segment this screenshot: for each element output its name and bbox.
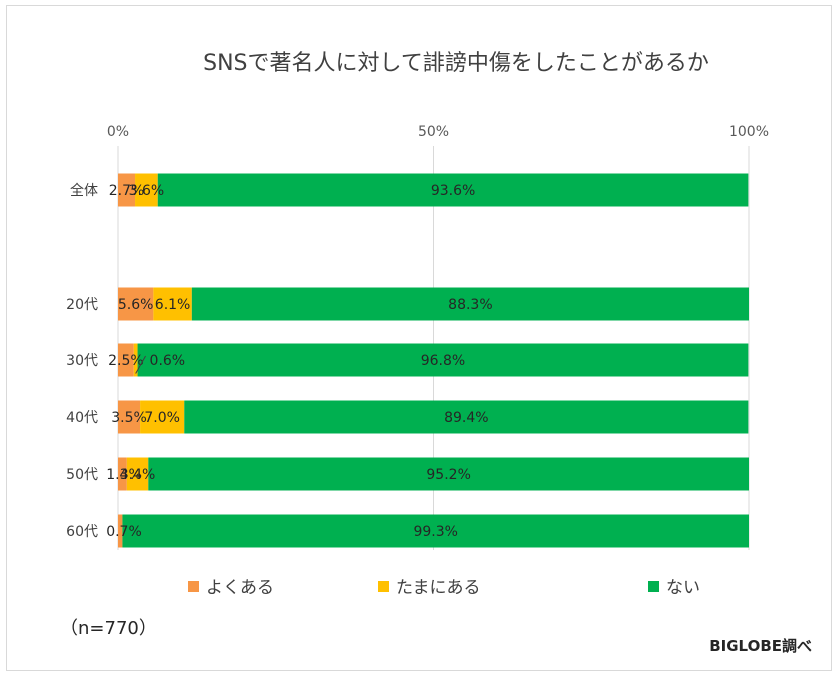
chart-title: SNSで著名人に対して誹謗中傷をしたことがあるか — [203, 51, 709, 76]
bar-segment — [118, 457, 127, 491]
category-label: 30代 — [66, 353, 98, 369]
category-label: 60代 — [66, 524, 98, 540]
legend-item: たまにある — [378, 578, 481, 598]
x-tick-label: 0% — [107, 124, 129, 140]
bar-segment — [118, 287, 154, 321]
bar-segment — [140, 400, 185, 434]
data-label: 96.8% — [421, 353, 465, 369]
data-label: 99.3% — [413, 524, 457, 540]
legend-item: よくある — [188, 578, 274, 598]
legend-label: たまにある — [396, 578, 481, 598]
bar-segment — [118, 343, 134, 377]
data-label: 0.7% — [106, 524, 142, 540]
category-labels: 全体 20代 30代 40代 50代 60代 — [66, 182, 98, 540]
data-label: 88.3% — [448, 297, 492, 313]
bar-segment — [148, 457, 750, 491]
category-label: 50代 — [66, 467, 98, 483]
data-label: 1.4% — [106, 467, 142, 483]
bars — [118, 173, 750, 548]
bar-segment — [133, 343, 138, 377]
data-label: 3.6% — [129, 183, 165, 199]
bar-segment — [126, 457, 149, 491]
bar-segment — [137, 343, 749, 377]
data-label: 5.6% — [118, 297, 154, 313]
data-label: 6.1% — [155, 297, 191, 313]
data-label: 3.4% — [120, 467, 156, 483]
bar-segment — [122, 514, 750, 548]
legend-swatch — [188, 581, 199, 592]
bar-segment — [118, 514, 123, 548]
bar-segment — [184, 400, 749, 434]
source-credit: BIGLOBE調べ — [709, 637, 812, 655]
legend-swatch — [648, 581, 659, 592]
data-label: 2.5% — [108, 353, 144, 369]
leader-line — [135, 355, 146, 374]
bar-segment — [191, 287, 749, 321]
data-labels: 2.7%3.6% 93.6% 5.6% 6.1% 88.3% 2.5% 0.6% 96.8% 3… — [106, 183, 492, 540]
x-axis-ticks: 0% 50% 100% — [107, 124, 769, 140]
data-label: 0.6% — [150, 353, 186, 369]
bar-segment — [135, 173, 158, 207]
category-label: 全体 — [70, 182, 98, 199]
chart-frame — [6, 5, 832, 671]
data-label: 3.5% — [111, 410, 147, 426]
bar-segment — [157, 173, 749, 207]
legend-swatch — [378, 581, 389, 592]
category-label: 20代 — [66, 297, 98, 313]
data-label: 93.6% — [431, 183, 475, 199]
bar-segment — [153, 287, 192, 321]
data-label: 2.7% — [109, 183, 145, 199]
category-label: 40代 — [66, 410, 98, 426]
x-tick-label: 100% — [729, 124, 769, 140]
bar-segment — [118, 173, 136, 207]
x-tick-label: 50% — [418, 124, 449, 140]
legend-label: ない — [666, 578, 700, 598]
legend: よくある たまにある ない — [188, 578, 700, 598]
legend-label: よくある — [206, 578, 274, 598]
data-label: 89.4% — [444, 410, 488, 426]
legend-item: ない — [648, 578, 700, 598]
leader-lines — [135, 355, 146, 374]
data-label: 7.0% — [144, 410, 180, 426]
sample-size-note: （n=770） — [60, 618, 157, 639]
bar-segment — [118, 400, 141, 434]
data-label: 95.2% — [426, 467, 470, 483]
